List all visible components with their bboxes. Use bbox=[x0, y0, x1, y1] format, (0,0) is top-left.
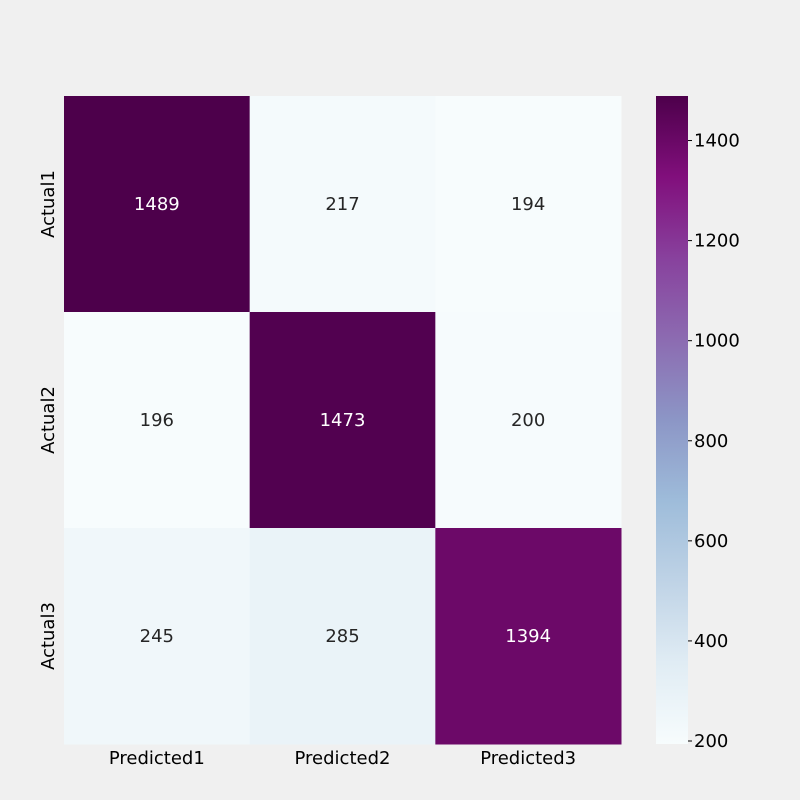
colorbar-tick-label-2: 400 bbox=[694, 631, 728, 652]
colorbar-tick-label-1: 200 bbox=[694, 731, 728, 752]
colorbar-tick-label-3: 600 bbox=[694, 531, 728, 552]
cell-value-label-r1-c2: 217 bbox=[325, 194, 359, 215]
heatmap-cell-r2-c3 bbox=[435, 312, 622, 529]
heatmap-cell-r2-c2 bbox=[249, 312, 436, 529]
heatmap-cell-r3-c1 bbox=[64, 528, 251, 745]
cell-value-label-r1-c3: 194 bbox=[511, 194, 545, 215]
cell-value-label-r2-c1: 196 bbox=[140, 410, 174, 431]
heatmap-cell-r1-c1 bbox=[64, 96, 251, 313]
cell-value-label-r3-c1: 245 bbox=[140, 626, 174, 647]
colorbar-tick-label-5: 1000 bbox=[694, 331, 740, 352]
heatmap-cell-r3-c2 bbox=[249, 528, 436, 745]
x-tick-label-2: Predicted2 bbox=[295, 748, 391, 769]
cell-value-label-r3-c2: 285 bbox=[325, 626, 359, 647]
heatmap-cell-r3-c3 bbox=[435, 528, 622, 745]
cell-value-label-r3-c3: 1394 bbox=[505, 626, 551, 647]
x-tick-label-1: Predicted1 bbox=[109, 748, 205, 769]
y-tick-label-1: Actual1 bbox=[38, 170, 59, 238]
heatmap-cell-r2-c1 bbox=[64, 312, 251, 529]
x-tick-label-3: Predicted3 bbox=[480, 748, 576, 769]
cell-value-label-r1-c1: 1489 bbox=[134, 194, 180, 215]
colorbar: 200 400 600 800 1000 1200 1400 bbox=[656, 96, 740, 752]
x-axis-tick-labels: Predicted1 Predicted2 Predicted3 bbox=[109, 748, 576, 769]
heatmap-cells: 1489 217 194 196 1473 200 245 285 1394 bbox=[64, 96, 622, 745]
colorbar-tick-label-6: 1200 bbox=[694, 231, 740, 252]
heatmap-cell-r1-c3 bbox=[435, 96, 622, 313]
colorbar-tick-label-7: 1400 bbox=[694, 131, 740, 152]
y-axis-tick-labels: Actual1 Actual2 Actual3 bbox=[38, 170, 59, 670]
colorbar-gradient bbox=[656, 96, 688, 744]
heatmap-cell-r1-c2 bbox=[249, 96, 436, 313]
cell-value-label-r2-c2: 1473 bbox=[320, 410, 366, 431]
cell-value-label-r2-c3: 200 bbox=[511, 410, 545, 431]
y-tick-label-3: Actual3 bbox=[38, 602, 59, 670]
y-tick-label-2: Actual2 bbox=[38, 386, 59, 454]
colorbar-tick-label-4: 800 bbox=[694, 431, 728, 452]
